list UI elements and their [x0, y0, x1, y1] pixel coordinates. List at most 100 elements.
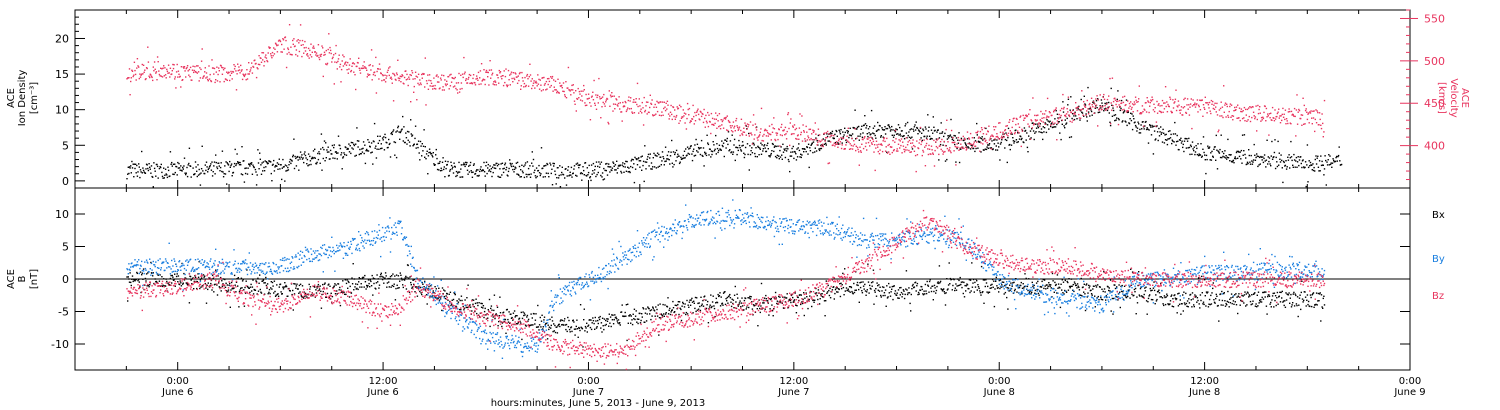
b-bx-point	[137, 279, 139, 282]
b-bx-point	[575, 325, 577, 328]
velocity-point	[1105, 109, 1107, 111]
velocity-point	[597, 94, 599, 96]
velocity-point	[1183, 98, 1185, 101]
ion-density-point	[531, 162, 533, 164]
ion-density-point	[600, 161, 603, 163]
velocity-point	[1267, 115, 1269, 117]
velocity-point	[1323, 99, 1326, 102]
velocity-point	[204, 71, 206, 73]
ion-density-point	[1284, 164, 1287, 167]
ion-density-point	[1246, 161, 1249, 163]
ion-density-point	[696, 143, 699, 145]
velocity-point	[1235, 106, 1238, 108]
ion-density-point	[921, 132, 923, 134]
ion-density-point	[1157, 139, 1159, 142]
velocity-point	[671, 118, 673, 121]
b-bx-point	[365, 288, 367, 290]
ion-density-point	[1094, 107, 1096, 109]
b-bx-point	[316, 287, 318, 289]
ion-density-point	[578, 166, 580, 169]
ion-density-point	[263, 166, 265, 169]
ion-density-point	[835, 129, 837, 132]
velocity-point	[204, 67, 206, 69]
velocity-point	[504, 81, 506, 84]
velocity-point	[895, 138, 897, 140]
ion-density-point	[1242, 154, 1244, 156]
velocity-point	[639, 110, 642, 112]
velocity-point	[1032, 124, 1035, 126]
ion-density-point	[161, 171, 163, 174]
velocity-point	[363, 61, 365, 63]
velocity-point	[623, 105, 626, 108]
velocity-point	[378, 78, 380, 80]
velocity-point	[518, 73, 521, 75]
ion-density-point	[980, 151, 982, 153]
velocity-point	[1150, 99, 1152, 101]
b-bx-point	[551, 320, 554, 322]
velocity-point	[631, 112, 634, 114]
ion-density-point	[581, 172, 584, 175]
velocity-point	[870, 142, 873, 144]
ion-density-point	[383, 149, 386, 151]
ion-density-point	[693, 155, 695, 157]
velocity-point	[733, 125, 736, 127]
ion-density-point	[989, 147, 991, 149]
ion-density-point	[1332, 158, 1334, 160]
velocity-point	[634, 101, 637, 103]
ion-density-point	[367, 150, 370, 152]
ion-density-point	[771, 150, 773, 152]
b-bx-point	[556, 326, 558, 328]
ion-density-point	[825, 142, 827, 145]
velocity-point	[438, 81, 440, 83]
b-bx-point	[596, 326, 598, 328]
velocity-point	[930, 153, 932, 155]
b-bx-point	[537, 326, 540, 328]
ion-density-point	[596, 173, 598, 176]
velocity-point	[1039, 125, 1041, 127]
velocity-point	[1056, 120, 1059, 122]
velocity-point	[666, 100, 669, 102]
velocity-point	[1076, 109, 1078, 111]
b-bx-point	[175, 275, 178, 278]
b-bx-point	[559, 325, 561, 328]
velocity-point	[1130, 101, 1132, 103]
ion-density-point	[612, 162, 615, 164]
velocity-point	[450, 73, 452, 76]
ion-density-point	[1213, 148, 1215, 150]
ion-density-point	[652, 157, 654, 159]
velocity-point	[1143, 108, 1145, 110]
velocity-point	[724, 118, 727, 120]
velocity-point	[806, 131, 808, 133]
velocity-point	[776, 132, 779, 134]
ion-density-point	[733, 138, 736, 141]
ion-density-point	[429, 151, 431, 154]
velocity-point	[1037, 123, 1040, 125]
ion-density-point	[408, 131, 410, 133]
ion-density-point	[505, 166, 508, 169]
velocity-point	[582, 90, 584, 92]
velocity-point	[411, 70, 413, 72]
velocity-point	[913, 150, 916, 152]
velocity-point	[581, 100, 584, 102]
velocity-point	[518, 79, 520, 82]
velocity-point	[978, 136, 980, 138]
b-bx-point	[641, 316, 643, 318]
velocity-point	[1316, 110, 1318, 112]
ion-density-point	[223, 173, 225, 175]
velocity-point	[1246, 120, 1248, 122]
velocity-point	[682, 116, 684, 118]
velocity-point	[1087, 113, 1090, 115]
velocity-point	[1296, 94, 1298, 96]
ion-density-point	[1251, 160, 1253, 162]
ion-density-point	[1186, 140, 1189, 142]
velocity-point	[605, 99, 607, 101]
x-tick-day: June 7	[777, 387, 809, 398]
velocity-point	[1285, 118, 1288, 120]
velocity-point	[1276, 112, 1279, 115]
ion-density-point	[812, 141, 815, 143]
ion-density-point	[738, 139, 740, 142]
b-bx-point	[646, 313, 648, 315]
velocity-point	[583, 89, 585, 91]
ion-density-point	[1323, 174, 1325, 176]
ion-density-point	[727, 143, 729, 146]
